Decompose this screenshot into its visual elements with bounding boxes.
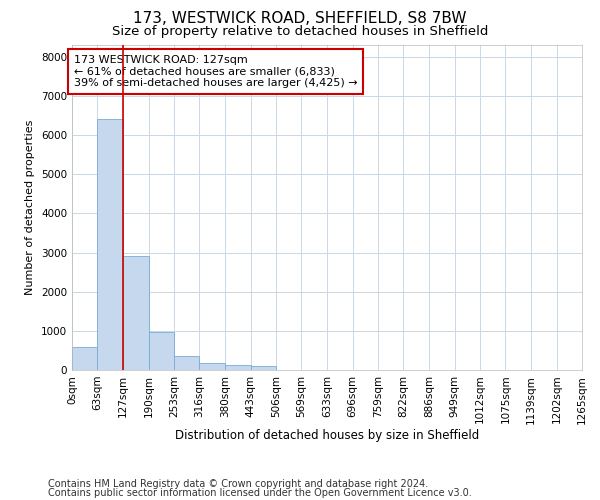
Bar bbox=[72, 348, 97, 370]
Y-axis label: Number of detached properties: Number of detached properties bbox=[25, 120, 35, 295]
Text: 173 WESTWICK ROAD: 127sqm
← 61% of detached houses are smaller (6,833)
39% of se: 173 WESTWICK ROAD: 127sqm ← 61% of detac… bbox=[74, 55, 358, 88]
Bar bbox=[199, 362, 225, 370]
Text: 173, WESTWICK ROAD, SHEFFIELD, S8 7BW: 173, WESTWICK ROAD, SHEFFIELD, S8 7BW bbox=[133, 11, 467, 26]
Text: Contains HM Land Registry data © Crown copyright and database right 2024.: Contains HM Land Registry data © Crown c… bbox=[48, 479, 428, 489]
Bar bbox=[174, 356, 199, 370]
X-axis label: Distribution of detached houses by size in Sheffield: Distribution of detached houses by size … bbox=[175, 429, 479, 442]
Bar bbox=[97, 120, 123, 370]
Bar bbox=[149, 332, 174, 370]
Bar bbox=[123, 256, 149, 370]
Text: Contains public sector information licensed under the Open Government Licence v3: Contains public sector information licen… bbox=[48, 488, 472, 498]
Text: Size of property relative to detached houses in Sheffield: Size of property relative to detached ho… bbox=[112, 25, 488, 38]
Bar bbox=[251, 366, 276, 370]
Bar bbox=[225, 366, 251, 370]
